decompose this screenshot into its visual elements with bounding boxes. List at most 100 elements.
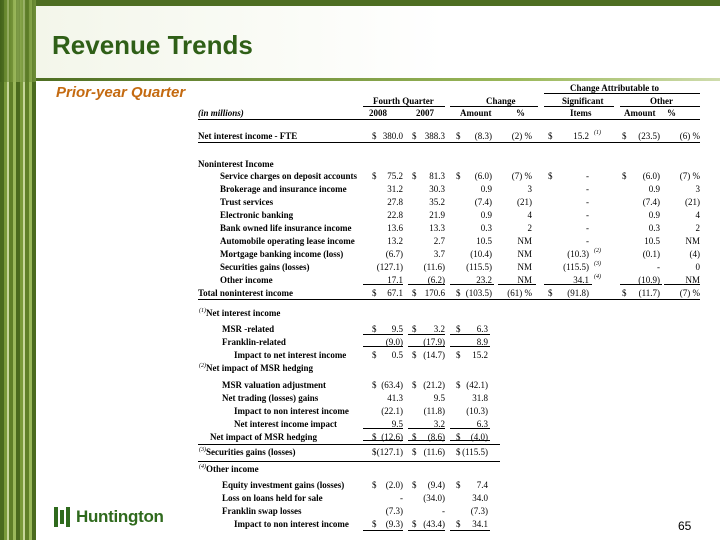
other-pct: NM	[685, 275, 700, 285]
footnote-label: Franklin swap losses	[222, 506, 302, 516]
value-2008: (63.4)	[381, 380, 403, 390]
table-row: Electronic banking 22.8 21.9 0.9 4 - 0.9 4	[198, 209, 700, 221]
value-2008: 75.2	[387, 171, 403, 181]
value-2007: 3.2	[433, 324, 445, 334]
value-2007: (11.6)	[423, 447, 445, 457]
dollar-sign: $	[548, 288, 553, 298]
value-2007: 13.3	[429, 223, 445, 233]
footnote-label: Net trading (losses) gains	[222, 393, 319, 403]
table-row: Brokerage and insurance income 31.2 30.3 0.…	[198, 183, 700, 195]
change-amount: (8.3)	[474, 131, 492, 141]
dollar-sign: $	[412, 447, 417, 457]
change-amount: (4.0)	[470, 432, 488, 442]
change-pct: 4	[527, 210, 533, 220]
value-2008: 13.6	[387, 223, 403, 233]
dollar-sign: $	[412, 350, 417, 360]
other-amount: 0.3	[648, 223, 660, 233]
header-significant: Significant	[562, 96, 604, 106]
footnote-marker: (4)	[199, 464, 206, 470]
value-2008: (9.3)	[385, 519, 403, 529]
value-2008: 22.8	[387, 210, 403, 220]
change-pct: NM	[517, 249, 532, 259]
header-change-attributable: Change Attributable to	[570, 83, 660, 93]
significant-items: -	[586, 210, 589, 220]
dollar-sign: $	[412, 171, 417, 181]
header-fourth-quarter: Fourth Quarter	[373, 96, 434, 106]
other-amount: (10.9)	[638, 275, 660, 285]
other-pct: 4	[695, 210, 701, 220]
dollar-sign: $	[622, 288, 627, 298]
dollar-sign: $	[456, 350, 461, 360]
title-area	[36, 6, 720, 80]
value-2008: 41.3	[387, 393, 403, 403]
change-pct: (21)	[517, 197, 532, 207]
huntington-logo: Huntington	[54, 506, 164, 528]
row-label: Service charges on deposit accounts	[220, 171, 357, 181]
dollar-sign: $	[456, 131, 461, 141]
footnote-label: Other income	[206, 464, 259, 474]
value-2007: (21.2)	[423, 380, 445, 390]
dollar-sign: $	[412, 519, 417, 529]
page-title: Revenue Trends	[52, 30, 253, 60]
footnote-marker: (2)	[199, 363, 206, 369]
other-pct: (21)	[685, 197, 700, 207]
value-2008: 67.1	[387, 288, 403, 298]
footnote-row: Franklin-related (9.0) (17.9) 8.9	[198, 336, 700, 348]
value-2008: (22.1)	[381, 406, 403, 416]
header-row-1: Change Attributable to	[198, 82, 700, 94]
significant-items: 15.2	[573, 131, 589, 141]
value-2008: (7.3)	[385, 506, 403, 516]
footnote-row: Loss on loans held for sale - (34.0) 34.0	[198, 492, 700, 504]
value-2007: -	[442, 506, 445, 516]
header-change: Change	[486, 96, 516, 106]
change-amount: (10.4)	[470, 249, 492, 259]
row-label: Noninterest Income	[198, 159, 274, 169]
other-amount: (23.5)	[638, 131, 660, 141]
dollar-sign: $	[622, 131, 627, 141]
dollar-sign: $	[622, 171, 627, 181]
change-amount: (115.5)	[462, 447, 488, 457]
change-amount: (103.5)	[465, 288, 492, 298]
row-label: Electronic banking	[220, 210, 294, 220]
other-amount: (11.7)	[638, 288, 660, 298]
row-label: Bank owned life insurance income	[220, 223, 352, 233]
value-2007: 2.7	[433, 236, 445, 246]
change-amount: 34.0	[472, 493, 488, 503]
table-row: Mortgage banking income (loss) (6.7) 3.7 (1…	[198, 248, 700, 260]
footnote-label: Impact to net interest income	[234, 350, 347, 360]
footnote-row: Equity investment gains (losses) $ (2.0) $ (…	[198, 479, 700, 491]
significant-items: -	[586, 171, 589, 181]
value-2007: 81.3	[429, 171, 445, 181]
change-amount: 0.9	[480, 184, 492, 194]
header-other: Other	[650, 96, 673, 106]
value-2007: (9.4)	[427, 480, 445, 490]
significant-items: -	[586, 236, 589, 246]
other-pct: (4)	[689, 249, 701, 259]
other-amount: (7.4)	[642, 197, 660, 207]
footnote-label: Net impact of MSR hedging	[210, 432, 317, 442]
footnote-heading: (2) Net impact of MSR hedging	[198, 362, 700, 374]
footnote-label: MSR -related	[222, 324, 275, 334]
table-row: Service charges on deposit accounts $75.2…	[198, 170, 700, 182]
value-2008: (2.0)	[385, 480, 403, 490]
other-pct: 3	[695, 184, 701, 194]
value-2007: (8.6)	[427, 432, 445, 442]
change-amount: 0.3	[480, 223, 492, 233]
dollar-sign: $	[412, 380, 417, 390]
footnote-label: MSR valuation adjustment	[222, 380, 327, 390]
change-amount: 7.4	[476, 480, 488, 490]
table-row: Total noninterest income $67.1 $170.6 $ (103…	[198, 287, 700, 299]
value-2007: (11.6)	[423, 262, 445, 272]
footnote-row: Net trading (losses) gains 41.3 9.5 31.8	[198, 392, 700, 404]
value-2008: 31.2	[387, 184, 403, 194]
value-2008: 13.2	[387, 236, 403, 246]
section-heading: Noninterest Income	[198, 158, 700, 170]
logo-mark-icon	[54, 507, 72, 527]
significant-items: (115.5)	[563, 262, 589, 272]
change-amount: 10.5	[476, 236, 492, 246]
change-pct: 3	[527, 184, 533, 194]
title-rule	[36, 78, 720, 81]
value-2007: (34.0)	[423, 493, 445, 503]
value-2008: 380.0	[382, 131, 403, 141]
value-2008: 9.5	[391, 324, 403, 334]
